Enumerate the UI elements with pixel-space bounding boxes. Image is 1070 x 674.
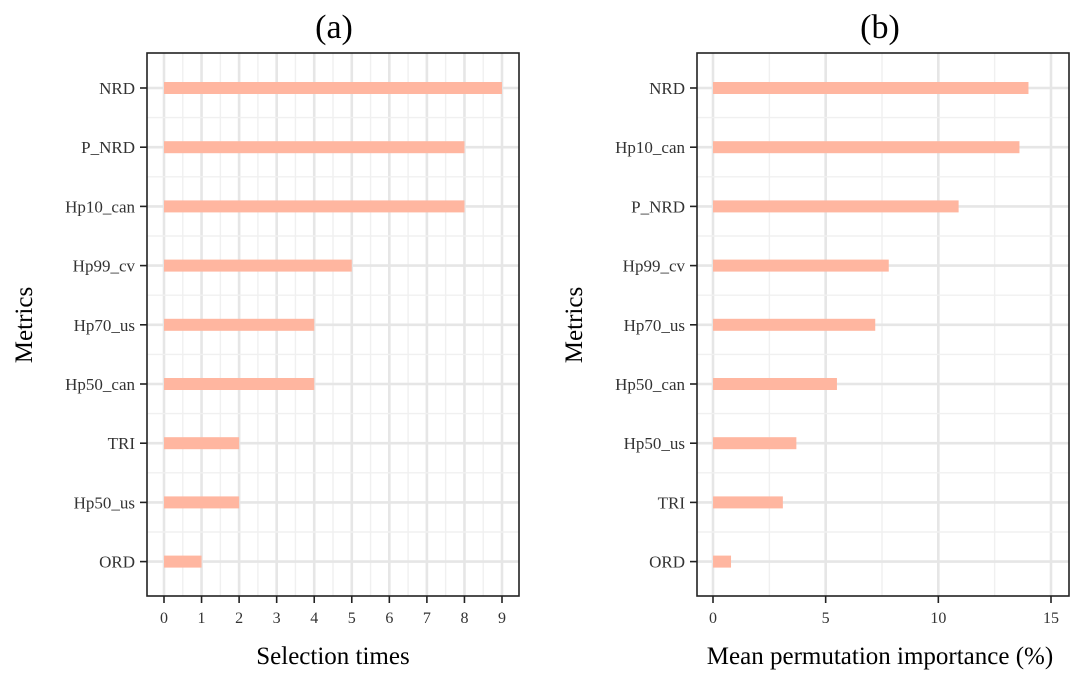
panel-b-bar-hp99-cv <box>713 259 889 272</box>
panel-a-y-axis-title: Metrics <box>11 287 38 363</box>
panel-a-x-tick-label: 6 <box>385 610 393 627</box>
panel-a-bar-tri <box>164 437 240 450</box>
panel-b-y-tick-label: Hp70_us <box>624 316 685 335</box>
panel-a-x-tick-label: 1 <box>198 610 206 627</box>
panel-b-x-tick-label: 5 <box>822 610 830 627</box>
panel-a-x-tick-label: 0 <box>160 610 168 627</box>
panel-a-x-tick-label: 3 <box>273 610 281 627</box>
panel-b-y-tick-label: Hp50_us <box>624 434 685 453</box>
panel-b-y-tick-label: Hp99_cv <box>623 257 686 276</box>
panel-a-bar-ord <box>164 555 202 568</box>
panel-a-y-tick-label: P_NRD <box>81 138 135 157</box>
panel-a-bar-hp50-can <box>164 378 315 390</box>
panel-a-bar-hp99-cv <box>164 259 352 272</box>
panel-a-x-tick-label: 7 <box>423 610 431 627</box>
panel-a-x-axis-title: Selection times <box>256 643 409 670</box>
panel-b-bar-hp50-us <box>713 437 797 450</box>
panel-a-bars <box>164 82 502 568</box>
panel-a-y-tick-label: Hp50_can <box>65 375 135 394</box>
panel-b-x-tick-label: 15 <box>1043 610 1059 627</box>
panel-b-y-tick-label: ORD <box>649 553 685 572</box>
panel-b-bar-ord <box>713 555 732 568</box>
panel-b: (b) NRD Hp10_can P_NRD Hp99_cv Hp70_us Hp50_c… <box>561 9 1070 670</box>
panel-b-y-tick-label: Hp50_can <box>615 375 685 394</box>
panel-b-bar-hp70-us <box>713 318 876 331</box>
panel-a-y-tick-label: NRD <box>99 79 135 98</box>
panel-b-bar-hp10-can <box>713 141 1020 154</box>
panel-b-axes: NRD Hp10_can P_NRD Hp99_cv Hp70_us Hp50_can Hp… <box>615 79 1059 627</box>
panel-a-x-tick-label: 9 <box>498 610 506 627</box>
panel-b-y-tick-label: P_NRD <box>631 197 685 216</box>
panel-a-x-tick-label: 4 <box>310 610 318 627</box>
panel-b-x-axis-title: Mean permutation importance (%) <box>707 643 1053 670</box>
panel-b-x-tick-label: 0 <box>709 610 717 627</box>
panel-a-bar-hp10-can <box>164 200 465 213</box>
panel-b-bar-p-nrd <box>713 200 959 213</box>
panel-a: (a) NRD P_NRD Hp10_can Hp99_cv Hp70_us Hp50_c… <box>11 9 520 670</box>
panel-a-bar-nrd <box>164 82 502 94</box>
panel-a-bar-p-nrd <box>164 141 465 154</box>
panel-a-x-tick-label: 8 <box>460 610 468 627</box>
panel-b-title: (b) <box>860 9 900 46</box>
panel-a-bar-hp50-us <box>164 496 240 509</box>
panel-a-y-tick-label: Hp70_us <box>74 316 135 335</box>
panel-a-title: (a) <box>315 9 353 46</box>
panel-b-x-tick-label: 10 <box>930 610 946 627</box>
panel-a-bar-hp70-us <box>164 318 315 331</box>
panel-b-y-axis-title: Metrics <box>561 287 588 363</box>
panel-b-bar-hp50-can <box>713 378 837 390</box>
panel-b-y-tick-label: NRD <box>649 79 685 98</box>
panel-b-y-tick-label: Hp10_can <box>615 138 685 157</box>
panel-b-bars <box>713 82 1029 568</box>
panel-b-bar-tri <box>713 496 783 509</box>
panel-a-y-tick-label: TRI <box>108 434 136 453</box>
panel-a-y-tick-label: ORD <box>99 553 135 572</box>
panel-b-bar-nrd <box>713 82 1029 94</box>
panel-a-y-tick-label: Hp50_us <box>74 493 135 512</box>
panel-a-axes: NRD P_NRD Hp10_can Hp99_cv Hp70_us Hp50_can TR… <box>65 79 506 627</box>
panel-a-y-tick-label: Hp99_cv <box>73 257 136 276</box>
panel-a-x-tick-label: 5 <box>348 610 356 627</box>
panel-b-y-tick-label: TRI <box>658 493 686 512</box>
panel-a-y-tick-label: Hp10_can <box>65 197 135 216</box>
panel-a-x-tick-label: 2 <box>235 610 243 627</box>
